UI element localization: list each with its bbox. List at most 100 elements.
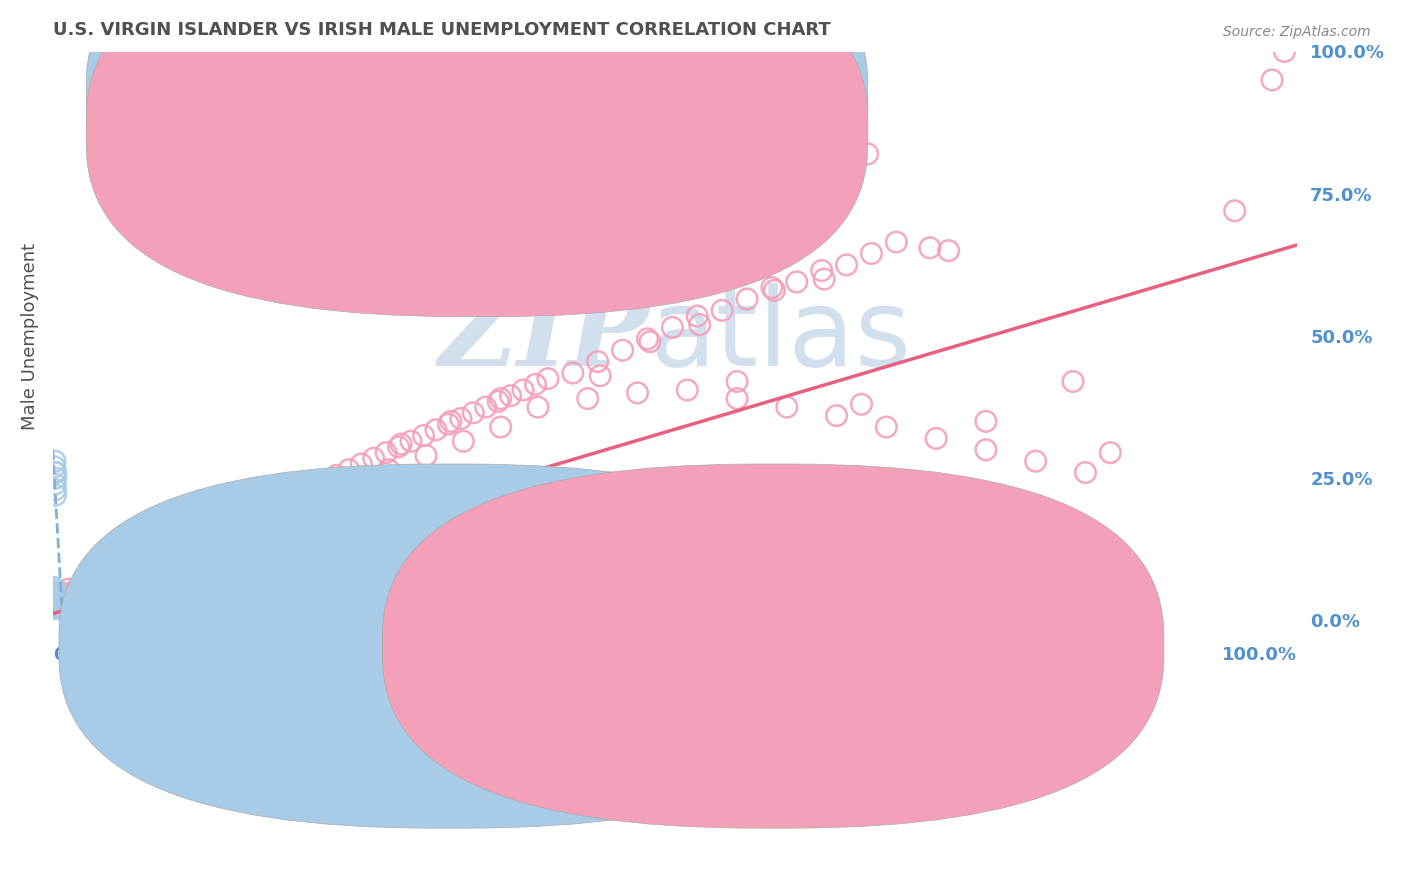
Point [512,383,534,397]
Point [676,383,699,397]
Point [711,303,734,318]
Point [463,406,485,420]
Point [44,590,66,604]
Point [42,601,65,615]
Point [42,596,65,610]
Point [42,593,65,607]
Point [638,334,661,349]
Point [51,601,73,615]
Point [79,576,101,591]
Point [60,586,83,600]
Point [44,483,66,497]
Text: Irish: Irish [806,637,841,655]
Point [42,607,65,621]
Point [489,420,512,434]
Point [450,411,472,425]
Point [134,554,156,568]
Point [813,272,835,286]
Point [42,602,65,616]
Point [425,423,447,437]
Point [537,372,560,386]
Point [44,466,66,480]
Text: 100.0%: 100.0% [1222,646,1296,664]
Point [42,599,65,614]
Point [661,320,683,334]
Point [44,591,66,606]
Text: 0.0%: 0.0% [52,646,103,664]
Point [44,601,66,615]
Point [42,602,65,616]
Point [55,591,77,606]
Text: Source: ZipAtlas.com: Source: ZipAtlas.com [1223,25,1371,39]
Point [42,591,65,606]
Point [44,586,66,600]
Point [56,602,79,616]
Point [58,582,80,597]
Point [42,585,65,599]
Point [62,598,84,612]
Point [312,474,335,488]
Point [1274,45,1296,59]
Point [103,571,125,585]
Point [44,591,66,606]
Point [42,591,65,606]
Point [453,434,475,449]
Point [474,400,496,414]
Point [96,574,118,589]
Point [42,602,65,616]
Point [201,525,224,540]
Point [44,588,66,602]
Point [835,258,858,272]
Point [117,559,139,574]
Point [44,477,66,491]
Point [1062,375,1084,389]
Point [42,596,65,610]
Point [412,428,434,442]
Point [42,591,65,606]
Point [44,459,66,474]
Point [42,607,65,621]
Point [440,414,463,428]
Point [761,280,783,294]
Point [59,591,82,606]
Point [42,603,65,617]
Point [228,519,250,533]
Point [42,602,65,616]
Point [42,602,65,616]
Point [44,591,66,606]
Point [825,409,848,423]
Text: R = 0.657   N = 124: R = 0.657 N = 124 [508,121,730,141]
Point [46,588,69,602]
Point [763,284,786,298]
Text: ZIP: ZIP [439,283,650,389]
Point [150,548,173,562]
Point [44,599,66,614]
Point [612,343,634,358]
Point [524,377,547,392]
Point [301,480,323,494]
Point [45,593,67,607]
Point [44,586,66,600]
Point [53,586,76,600]
Point [489,392,512,406]
Point [65,603,87,617]
Text: U.S. Virgin Islanders: U.S. Virgin Islanders [482,637,648,655]
Point [735,292,758,306]
Point [626,385,648,400]
Point [44,596,66,610]
Point [415,449,437,463]
Point [974,442,997,457]
Point [44,454,66,468]
FancyBboxPatch shape [444,71,693,154]
Point [288,485,311,500]
Text: atlas: atlas [650,283,912,389]
Point [42,602,65,616]
Point [72,586,94,600]
Point [42,603,65,617]
FancyBboxPatch shape [59,464,841,828]
Point [45,466,67,480]
Point [52,596,75,610]
Point [42,586,65,600]
Point [44,591,66,606]
Point [776,400,799,414]
